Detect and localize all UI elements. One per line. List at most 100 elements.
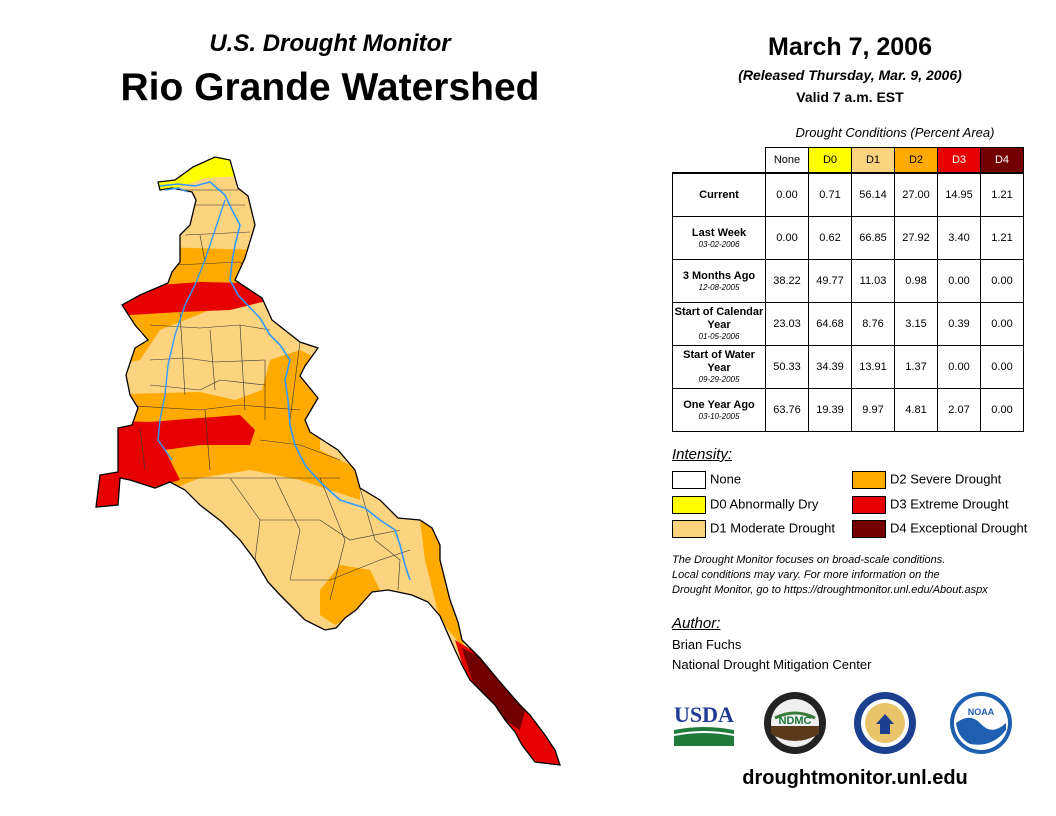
cell: 49.77: [808, 259, 852, 303]
cell: 0.00: [765, 216, 809, 260]
row-label: One Year Ago 03-10-2005: [672, 388, 766, 432]
cell: 0.71: [808, 172, 852, 217]
pecos-river: [157, 199, 226, 461]
cell: 64.68: [808, 302, 852, 346]
cell: 27.92: [894, 216, 938, 260]
river-headwaters: [164, 187, 189, 193]
author-name: Brian Fuchs: [672, 637, 742, 652]
row-date: 03-02-2006: [698, 239, 740, 249]
legend-item-d4: D4 Exceptional Drought: [852, 519, 1027, 538]
cell: 0.00: [980, 388, 1024, 432]
cell: 0.00: [980, 259, 1024, 303]
svg-text:NDMC: NDMC: [779, 715, 812, 727]
cell: 2.07: [937, 388, 981, 432]
map-d3-area: [96, 470, 125, 515]
map-subtitle: U.S. Drought Monitor: [209, 30, 451, 57]
col-d3: D3: [937, 147, 981, 174]
row-date: 01-05-2006: [698, 332, 740, 341]
row-label: 3 Months Ago 12-08-2005: [672, 259, 766, 303]
cell: 63.76: [765, 388, 809, 432]
ndmc-logo-icon: NDMC: [764, 692, 826, 754]
author-org: National Drought Mitigation Center: [672, 657, 872, 672]
cell: 1.37: [894, 345, 938, 389]
legend-swatch: [852, 519, 886, 538]
row-date: 09-29-2005: [698, 375, 740, 384]
cell: 27.00: [894, 172, 938, 217]
table-row-start-calendar-year: Start of Calendar Year 01-05-2006 23.03 6…: [672, 302, 1024, 346]
cell: 56.14: [851, 172, 895, 217]
cell: 4.81: [894, 388, 938, 432]
rio-grande-river: [159, 181, 411, 581]
cell: 1.21: [980, 172, 1024, 217]
cell: 0.00: [980, 302, 1024, 346]
cell: 0.00: [980, 345, 1024, 389]
cell: 9.97: [851, 388, 895, 432]
map-date: March 7, 2006: [768, 33, 932, 61]
author-title: Author:: [672, 615, 721, 632]
disclaimer-note: The Drought Monitor focuses on broad-sca…: [672, 554, 988, 596]
cell: 14.95: [937, 172, 981, 217]
table-corner: [673, 148, 766, 174]
cell: 11.03: [851, 259, 895, 303]
legend-swatch: [852, 470, 886, 489]
cell: 0.39: [937, 302, 981, 346]
table-row-one-year-ago: One Year Ago 03-10-2005 63.76 19.39 9.97 …: [672, 388, 1024, 432]
cell: 0.00: [937, 259, 981, 303]
cell: 8.76: [851, 302, 895, 346]
col-d1: D1: [851, 147, 895, 174]
row-date: 03-10-2005: [698, 411, 740, 421]
row-date: 12-08-2005: [698, 282, 740, 292]
commerce-seal-icon: [854, 692, 916, 754]
table-row-last-week: Last Week 03-02-2006 0.00 0.62 66.85 27.9…: [672, 216, 1024, 260]
cell: 0.98: [894, 259, 938, 303]
usda-logo-icon: USDA: [674, 702, 734, 746]
cell: 1.21: [980, 216, 1024, 260]
legend-item-d2: D2 Severe Drought: [852, 470, 1001, 489]
cell: 66.85: [851, 216, 895, 260]
watershed-map: [95, 156, 561, 766]
table-header-row: None D0 D1 D2 D3 D4: [673, 147, 1024, 174]
table-row-3-months-ago: 3 Months Ago 12-08-2005 38.22 49.77 11.03…: [672, 259, 1024, 303]
table-caption: Drought Conditions (Percent Area): [795, 125, 995, 140]
cell: 13.91: [851, 345, 895, 389]
col-none: None: [765, 147, 809, 174]
cell: 3.40: [937, 216, 981, 260]
drought-conditions-table: None D0 D1 D2 D3 D4 Current 0.00 0.71 56…: [672, 147, 1024, 432]
website-link[interactable]: droughtmonitor.unl.edu: [742, 767, 968, 789]
row-label: Start of Calendar Year 01-05-2006: [672, 302, 766, 346]
table-row-start-water-year: Start of Water Year 09-29-2005 50.33 34.3…: [672, 345, 1024, 389]
cell: 3.15: [894, 302, 938, 346]
col-d0: D0: [808, 147, 852, 174]
cell: 34.39: [808, 345, 852, 389]
noaa-logo-icon: NOAA: [950, 692, 1012, 754]
svg-text:USDA: USDA: [674, 702, 734, 727]
cell: 38.22: [765, 259, 809, 303]
legend-item-d1: D1 Moderate Drought: [672, 519, 835, 538]
map-d4-area: [462, 648, 525, 730]
row-label: Start of Water Year 09-29-2005: [672, 345, 766, 389]
table-row-current: Current 0.00 0.71 56.14 27.00 14.95 1.21: [672, 172, 1024, 217]
map-d2-area: [420, 520, 465, 650]
col-d2: D2: [894, 147, 938, 174]
legend-item-d3: D3 Extreme Drought: [852, 495, 1009, 514]
legend-swatch: [672, 495, 706, 514]
legend-swatch: [672, 519, 706, 538]
legend-swatch: [672, 470, 706, 489]
release-date: (Released Thursday, Mar. 9, 2006): [738, 67, 962, 83]
cell: 50.33: [765, 345, 809, 389]
cell: 0.00: [765, 172, 809, 217]
legend-swatch: [852, 495, 886, 514]
row-label: Current: [672, 172, 766, 217]
cell: 19.39: [808, 388, 852, 432]
row-label: Last Week 03-02-2006: [672, 216, 766, 260]
valid-time: Valid 7 a.m. EST: [796, 89, 904, 105]
legend-item-d0: D0 Abnormally Dry: [672, 495, 818, 514]
map-d3-area: [96, 415, 255, 488]
col-d4: D4: [980, 147, 1024, 174]
cell: 0.62: [808, 216, 852, 260]
map-title: Rio Grande Watershed: [120, 66, 540, 109]
cell: 0.00: [937, 345, 981, 389]
legend-title: Intensity:: [672, 446, 733, 463]
cell: 23.03: [765, 302, 809, 346]
legend-item-none: None: [672, 470, 741, 489]
